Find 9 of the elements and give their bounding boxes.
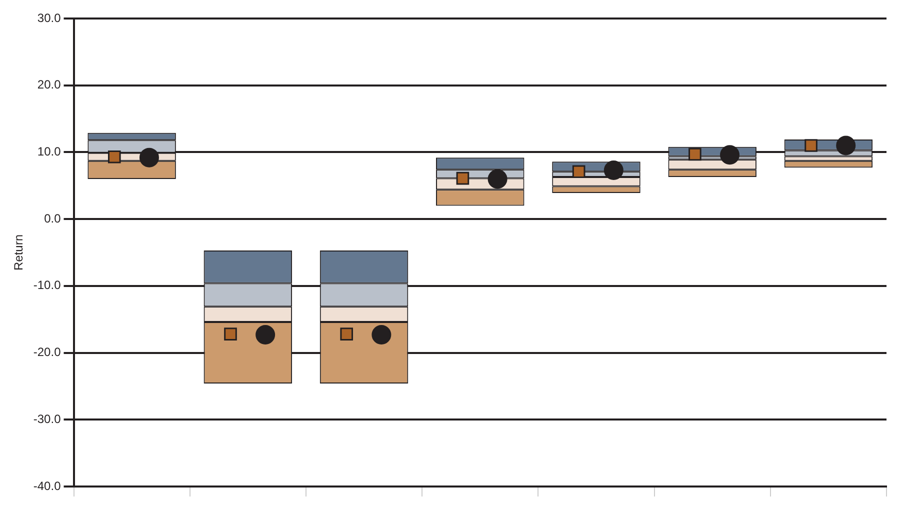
y-tick-label: -20.0 — [33, 345, 62, 360]
y-tick-label: 0.0 — [44, 211, 62, 226]
y-tick-label: -10.0 — [33, 278, 62, 292]
y-axis-title: Return — [12, 234, 26, 271]
y-tick-label: 30.0 — [37, 10, 62, 25]
y-tick-label: 20.0 — [37, 78, 62, 92]
y-tick-label: 10.0 — [37, 144, 62, 159]
y-tick-label: -40.0 — [33, 478, 62, 493]
y-tick-label: -30.0 — [33, 412, 62, 426]
